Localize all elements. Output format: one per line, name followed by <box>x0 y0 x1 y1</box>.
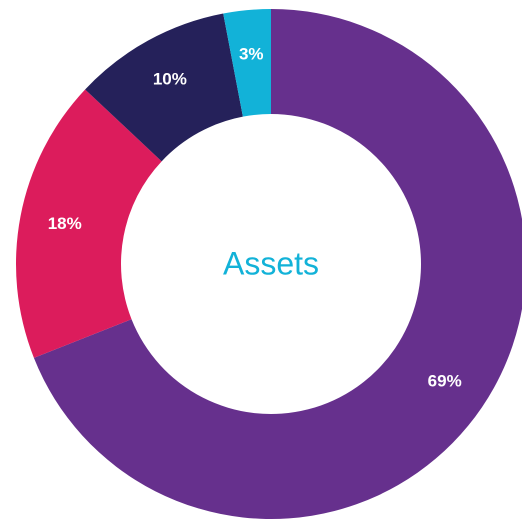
data-label: 3% <box>239 44 264 63</box>
slice <box>223 9 271 117</box>
data-label: 18% <box>48 214 82 233</box>
chart-title: Assets <box>223 245 319 281</box>
slice <box>85 13 243 162</box>
data-label: 69% <box>428 372 462 391</box>
slice <box>33 9 522 519</box>
data-label: 10% <box>153 69 187 88</box>
slice <box>15 89 162 358</box>
slices: 69% 18% 10% 3% <box>15 9 522 519</box>
